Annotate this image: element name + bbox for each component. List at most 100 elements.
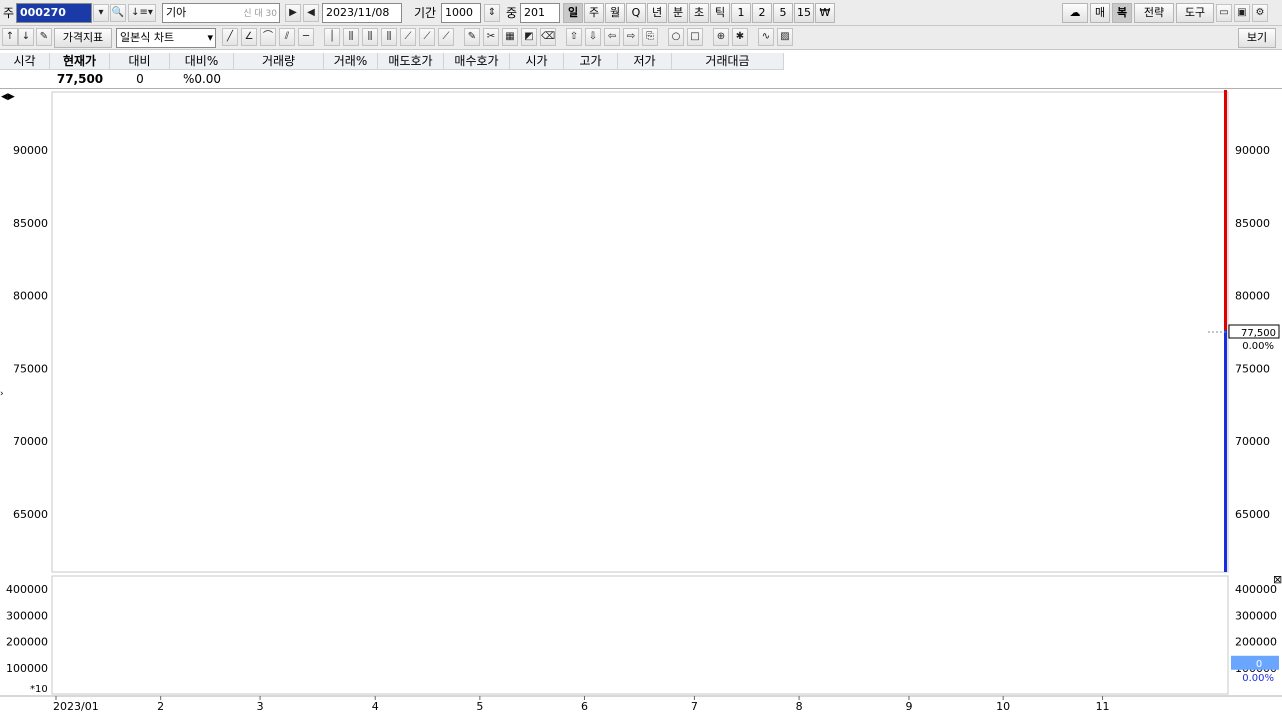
wave-icon[interactable]: ∿ [758, 28, 774, 46]
stock-name-field[interactable]: 기아 신 대 30 [162, 3, 280, 23]
quote-header-10: 저가 [618, 53, 672, 70]
quote-strip: 시각 현재가 77,500 대비 0 대비% %0.00 거래량 거래% 매도호가 매수호가 시가 고가… [0, 51, 1282, 89]
period-tab-4[interactable]: 년 [647, 3, 667, 23]
right-button-1[interactable]: 복 [1112, 3, 1132, 23]
price-tick-left: 65000 [13, 508, 48, 521]
quote-value-2: 0 [136, 72, 144, 86]
period-tab-9[interactable]: 2 [752, 3, 772, 23]
date-tick-label: 10 [996, 700, 1010, 712]
chart-toolbar: ↑ ↓ ✎ 가격지표 일본식 차트 ▾ ╱ ∠ ⌒ ⫽ ─ │ ⫼ ⫼ ⫼ ⟋ ⟋ ⟋ ✎ ✂ ▦ ◩ ⌫ ⇧ ⇩ ⇦… [0, 26, 1282, 50]
period-tab-8[interactable]: 1 [731, 3, 751, 23]
cloud-icon[interactable]: ☁ [1062, 3, 1088, 23]
magic-icon[interactable]: ✱ [732, 28, 748, 46]
search-icon[interactable]: 🔍 [110, 4, 126, 22]
tools-button[interactable]: 도구 [1176, 3, 1214, 23]
spin-icon[interactable]: ⇕ [484, 4, 500, 22]
period-tab-3[interactable]: Q [626, 3, 646, 23]
arrowdown-icon[interactable]: ⇩ [585, 28, 601, 46]
save-icon[interactable]: ▣ [1234, 4, 1250, 22]
quote-value-10 [618, 71, 672, 87]
page-icon[interactable]: ⎘ [642, 28, 658, 46]
fill-icon[interactable]: ◩ [521, 28, 537, 46]
eraser-icon[interactable]: ⌫ [540, 28, 556, 46]
close-panel-icon: ⊠ [1273, 573, 1282, 586]
date-tick-label: 6 [581, 700, 588, 712]
color-icon[interactable]: ▦ [502, 28, 518, 46]
settings-icon[interactable]: ⚙ [1252, 4, 1268, 22]
palette-icon[interactable]: ✂ [483, 28, 499, 46]
period-tab-5[interactable]: 분 [668, 3, 688, 23]
arrowleft-icon[interactable]: ⇦ [604, 28, 620, 46]
prev-icon[interactable]: ◀ [303, 4, 319, 22]
chart-type-value: 일본식 차트 [120, 31, 175, 44]
edit-icon[interactable]: ✎ [36, 28, 52, 46]
trend2-icon[interactable]: ⟋ [419, 28, 435, 46]
price-tick-right: 70000 [1235, 435, 1270, 448]
line-icon[interactable]: ╱ [222, 28, 238, 46]
price-tick-left: 90000 [13, 144, 48, 157]
price-index-button[interactable]: 가격지표 [54, 28, 112, 48]
pen-icon[interactable]: ✎ [464, 28, 480, 46]
quote-header-1: 현재가 [50, 53, 110, 70]
fan-icon[interactable]: ⫽ [279, 28, 295, 46]
next-icon[interactable]: ▶ [285, 4, 301, 22]
stock-code-input[interactable]: 000270 [16, 3, 92, 23]
count-input[interactable]: 201 [520, 3, 560, 23]
volume-current-tag [1231, 655, 1279, 670]
right-accent-red [1224, 90, 1227, 330]
grid1-icon[interactable]: ⫼ [343, 28, 359, 46]
grid2-icon[interactable]: ⫼ [362, 28, 378, 46]
view-button[interactable]: 보기 [1238, 28, 1276, 48]
period-tab-11[interactable]: 15 [794, 3, 814, 23]
sort-icon[interactable]: ↓≡▾ [128, 4, 156, 22]
period-label: 기간 [414, 6, 437, 20]
price-tick-right: 65000 [1235, 508, 1270, 521]
chevron-down-icon: ▾ [207, 31, 213, 44]
quote-header-9: 고가 [564, 53, 618, 70]
period-input[interactable]: 1000 [441, 3, 481, 23]
date-tick-label: 2 [157, 700, 164, 712]
zoom-icon[interactable]: ⊕ [713, 28, 729, 46]
period-tab-0[interactable]: 일 [563, 3, 583, 23]
quote-header-4: 거래량 [234, 53, 324, 70]
period-tab-2[interactable]: 월 [605, 3, 625, 23]
folder-icon[interactable]: ▭ [1216, 4, 1232, 22]
strategy-button[interactable]: 전략 [1134, 3, 1174, 23]
volume-tick-left: 200000 [6, 636, 48, 649]
arrowright-icon[interactable]: ⇨ [623, 28, 639, 46]
side-toggle-icon: › [0, 389, 4, 399]
trend1-icon[interactable]: ⟋ [400, 28, 416, 46]
quote-value-3: %0.00 [182, 72, 222, 86]
period-tab-12[interactable]: ₩ [815, 3, 835, 23]
circle-icon[interactable]: ○ [668, 28, 684, 46]
period-tab-7[interactable]: 틱 [710, 3, 730, 23]
arc-icon[interactable]: ⌒ [260, 28, 276, 46]
down-arrow-icon[interactable]: ↓ [18, 28, 34, 46]
date-tick-label: 5 [476, 700, 483, 712]
right-button-0[interactable]: 매 [1090, 3, 1110, 23]
volume-tick-right: 200000 [1235, 636, 1277, 649]
quote-value-5 [324, 71, 378, 87]
period-tab-6[interactable]: 초 [689, 3, 709, 23]
stock-label: 주 [3, 6, 15, 20]
date-tick-label: 4 [372, 700, 379, 712]
hline-icon[interactable]: ─ [298, 28, 314, 46]
vline-icon[interactable]: │ [324, 28, 340, 46]
date-tick-label: 7 [691, 700, 698, 712]
period-tab-10[interactable]: 5 [773, 3, 793, 23]
arrowup-icon[interactable]: ⇧ [566, 28, 582, 46]
period-tab-1[interactable]: 주 [584, 3, 604, 23]
axis-layer: 65000 65000 70000 70000 75000 75000 80000 80000… [0, 90, 1282, 712]
grid3-icon[interactable]: ⫼ [381, 28, 397, 46]
image-icon[interactable]: ▨ [777, 28, 793, 46]
current-price-label: 77,500 [1241, 328, 1276, 339]
angle-icon[interactable]: ∠ [241, 28, 257, 46]
date-input[interactable]: 2023/11/08 [322, 3, 402, 23]
up-arrow-icon[interactable]: ↑ [2, 28, 18, 46]
chart-type-select[interactable]: 일본식 차트 ▾ [116, 28, 216, 48]
dropdown-arrow-icon[interactable]: ▾ [93, 4, 109, 22]
square-icon[interactable]: □ [687, 28, 703, 46]
trend3-icon[interactable]: ⟋ [438, 28, 454, 46]
current-pct-label: 0.00% [1242, 341, 1274, 352]
